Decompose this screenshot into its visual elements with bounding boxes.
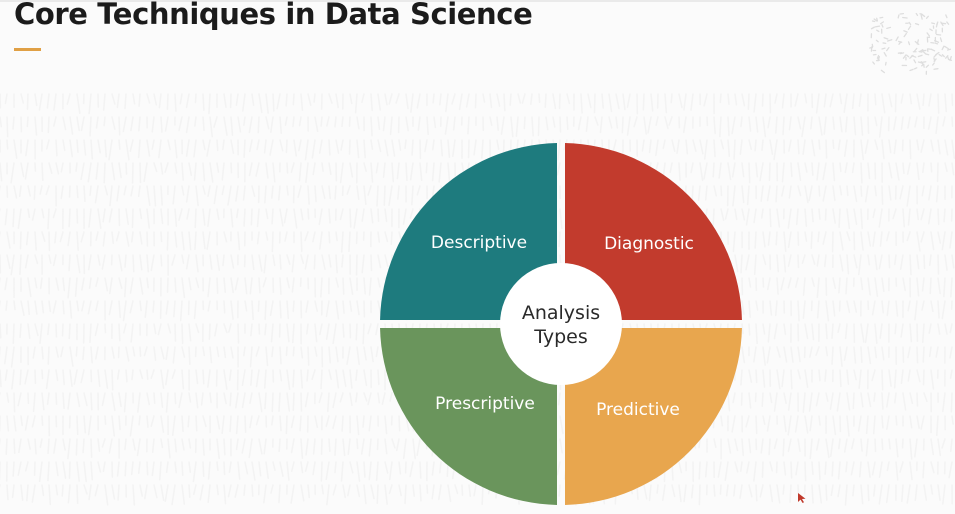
- slide-top-edge: [0, 0, 955, 2]
- segment-label-prescriptive: Prescriptive: [435, 394, 535, 414]
- segment-label-diagnostic: Diagnostic: [604, 234, 694, 254]
- center-label-line-2: Types: [533, 326, 588, 348]
- segment-label-descriptive: Descriptive: [431, 233, 527, 253]
- center-hub: [500, 263, 622, 385]
- segment-descriptive: [380, 143, 557, 320]
- segment-prescriptive: [380, 328, 557, 505]
- segment-label-predictive: Predictive: [596, 400, 680, 420]
- segment-predictive: [565, 328, 742, 505]
- slide-title: Core Techniques in Data Science: [14, 0, 533, 31]
- segment-diagnostic: [565, 143, 742, 320]
- title-accent-bar: [14, 48, 41, 51]
- analysis-types-diagram: Descriptive Diagnostic Predictive Prescr…: [380, 143, 742, 505]
- mouse-pointer-icon: [798, 493, 806, 503]
- center-label-line-1: Analysis: [522, 302, 600, 324]
- corner-ornament-icon: [869, 12, 953, 75]
